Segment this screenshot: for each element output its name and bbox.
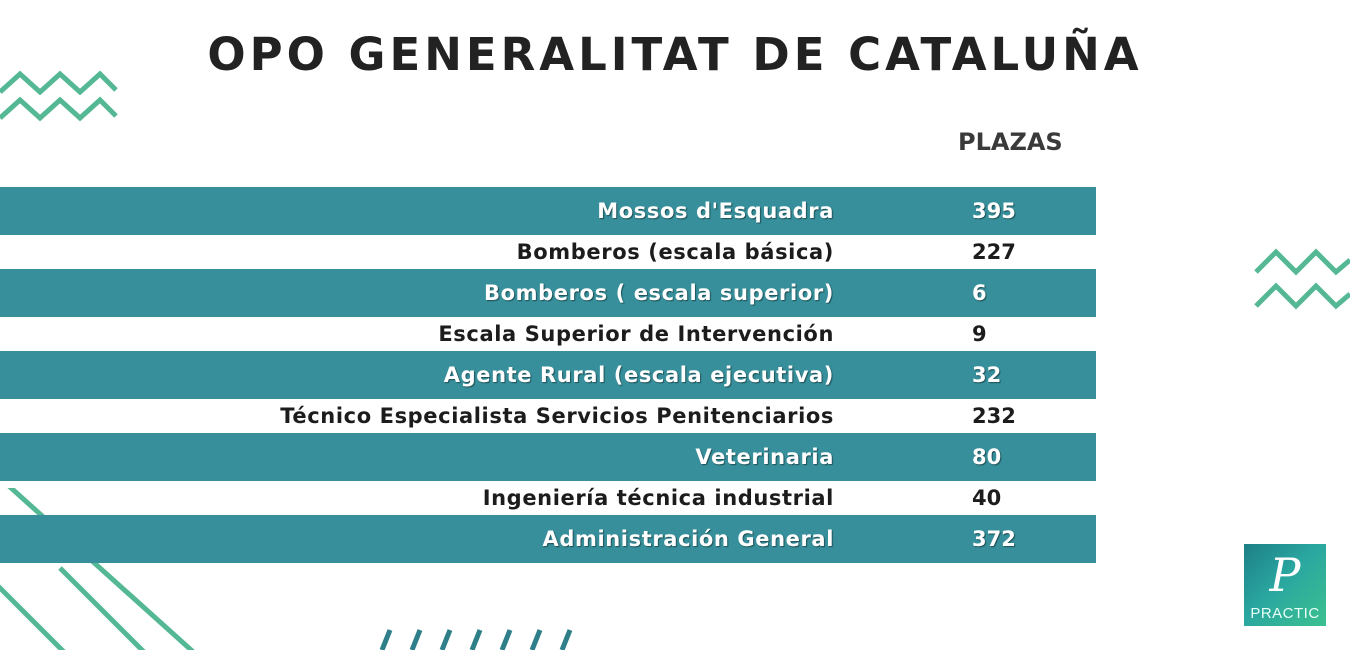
- column-header-plazas: PLAZAS: [958, 128, 1063, 156]
- table-row: Bomberos (escala básica) 227: [0, 235, 1096, 269]
- row-value: 40: [972, 486, 1002, 510]
- row-label: Ingeniería técnica industrial: [482, 486, 834, 510]
- zigzag-right-icon: [1254, 248, 1350, 310]
- row-label: Mossos d'Esquadra: [597, 199, 834, 223]
- slash-marks-icon: [379, 629, 573, 650]
- row-label: Escala Superior de Intervención: [438, 322, 834, 346]
- practic-logo: P PRACTIC: [1244, 544, 1326, 626]
- table-row: Bomberos ( escala superior) 6: [0, 269, 1096, 317]
- diagonal-lines-icon: [0, 488, 195, 650]
- row-value: 6: [972, 281, 987, 305]
- page-title: OPO GENERALITAT DE CATALUÑA: [207, 28, 1143, 81]
- table-row: Veterinaria 80: [0, 433, 1096, 481]
- row-value: 227: [972, 240, 1016, 264]
- row-label: Bomberos ( escala superior): [484, 281, 834, 305]
- table-row: Técnico Especialista Servicios Penitenci…: [0, 399, 1096, 433]
- row-label: Administración General: [542, 527, 834, 551]
- logo-letter: P: [1269, 548, 1301, 602]
- row-label: Bomberos (escala básica): [516, 240, 834, 264]
- row-label: Técnico Especialista Servicios Penitenci…: [280, 404, 834, 428]
- row-value: 32: [972, 363, 1002, 387]
- row-value: 80: [972, 445, 1002, 469]
- row-value: 372: [972, 527, 1016, 551]
- row-label: Agente Rural (escala ejecutiva): [443, 363, 834, 387]
- row-value: 395: [972, 199, 1016, 223]
- row-label: Veterinaria: [695, 445, 834, 469]
- logo-wordmark: PRACTIC: [1250, 605, 1320, 622]
- plazas-table: Mossos d'Esquadra 395 Bomberos (escala bás…: [0, 187, 1096, 563]
- row-value: 9: [972, 322, 987, 346]
- table-row: Administración General 372: [0, 515, 1096, 563]
- row-value: 232: [972, 404, 1016, 428]
- zigzag-top-left-icon: [0, 70, 118, 122]
- table-row: Escala Superior de Intervención 9: [0, 317, 1096, 351]
- table-row: Mossos d'Esquadra 395: [0, 187, 1096, 235]
- table-row: Agente Rural (escala ejecutiva) 32: [0, 351, 1096, 399]
- table-row: Ingeniería técnica industrial 40: [0, 481, 1096, 515]
